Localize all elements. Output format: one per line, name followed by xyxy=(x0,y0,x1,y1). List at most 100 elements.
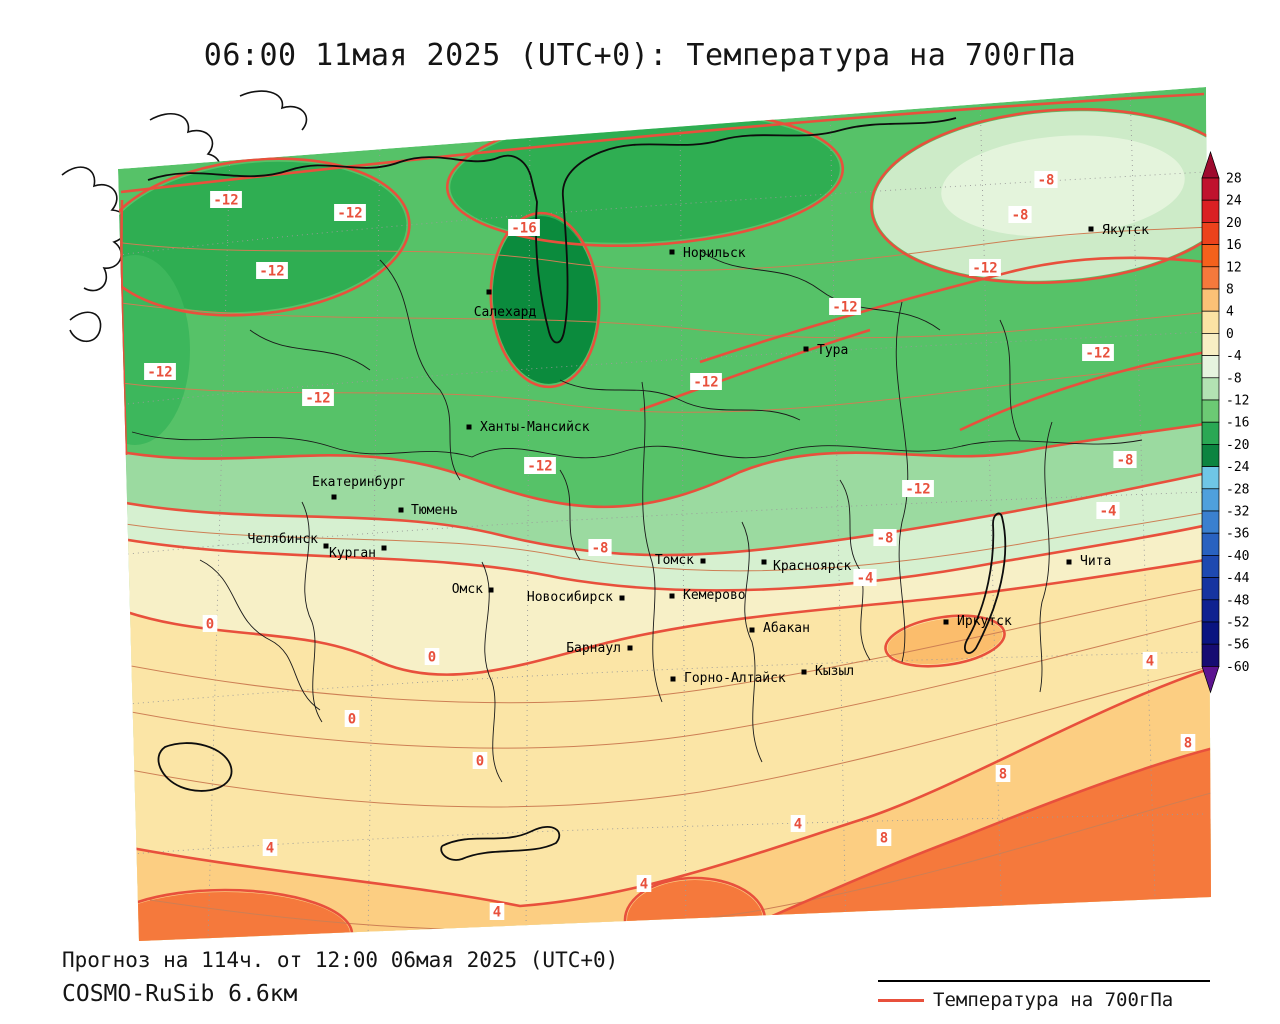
colorbar-tick-label: -60 xyxy=(1226,660,1249,675)
colorbar-tick-label: 12 xyxy=(1226,260,1242,275)
contour-label: -12 xyxy=(693,375,718,391)
colorbar-tick-label: -28 xyxy=(1226,482,1249,497)
contour-label: -12 xyxy=(527,459,552,475)
contour-label: -8 xyxy=(1038,173,1055,189)
colorbar-tick-label: -56 xyxy=(1226,638,1249,653)
city-marker xyxy=(1088,226,1094,232)
colorbar-cell xyxy=(1201,643,1220,667)
colorbar: 28 24 20 16 12 8 4 0 -4 -8 -12 -16 -20 -24 -28 -32 -36 -4… xyxy=(1201,150,1250,694)
contour-label-bg xyxy=(1180,734,1196,751)
contour-label-bg xyxy=(853,569,877,586)
contour-label-bg xyxy=(256,262,288,279)
colorbar-cell xyxy=(1201,244,1220,268)
city-label: Ханты-Мансийск xyxy=(480,420,590,435)
colorbar-cell xyxy=(1201,177,1220,201)
colorbar-cell xyxy=(1201,599,1220,623)
colorbar-cell xyxy=(1201,266,1220,290)
contour-label-bg xyxy=(508,219,540,236)
colorbar-cell xyxy=(1201,577,1220,601)
contour-label: -8 xyxy=(1117,453,1134,469)
contour-label-bg xyxy=(1008,206,1032,223)
contour-label-bg xyxy=(1113,451,1137,468)
city-label: Кемерово xyxy=(683,588,746,603)
patch-orange-near-irkutsk xyxy=(887,617,1003,665)
colorbar-tick-label: -12 xyxy=(1226,394,1249,409)
colorbar-cell xyxy=(1201,488,1220,512)
contour-label: -8 xyxy=(592,541,609,557)
city-label: Челябинск xyxy=(248,532,319,547)
contour-label: 4 xyxy=(493,905,501,921)
colorbar-tick-label: -44 xyxy=(1226,571,1250,586)
band-plus8-plus12-se xyxy=(690,744,1211,941)
colorbar-cell xyxy=(1201,510,1220,534)
contour-label-bg xyxy=(144,363,176,380)
city-label: Томск xyxy=(655,553,694,568)
contour-label: 4 xyxy=(794,817,802,833)
colorbar-tick-label: -40 xyxy=(1226,549,1249,564)
contour-label: -4 xyxy=(1100,504,1117,520)
city-marker xyxy=(1066,559,1072,565)
city-label: Горно-Алтайск xyxy=(684,671,786,686)
city-label: Курган xyxy=(329,546,376,561)
city-label: Якутск xyxy=(1102,223,1149,238)
city-marker xyxy=(323,543,329,549)
city-label: Чита xyxy=(1080,554,1111,569)
city-marker xyxy=(669,593,675,599)
contour-label: -12 xyxy=(1085,346,1110,362)
city-marker xyxy=(331,494,337,500)
contour-label: 4 xyxy=(1146,654,1154,670)
contour-label: 4 xyxy=(266,841,274,857)
contour-label-bg xyxy=(524,457,556,474)
colorbar-tick-label: 20 xyxy=(1226,216,1242,231)
colorbar-tick-label: -8 xyxy=(1226,371,1242,386)
city-marker xyxy=(381,545,387,551)
map-title: 06:00 11мая 2025 (UTC+0): Температура на… xyxy=(203,38,1077,73)
colorbar-tick-label: -32 xyxy=(1226,505,1249,520)
city-label: Норильск xyxy=(683,246,746,261)
city-marker xyxy=(803,346,809,352)
contour-label: 8 xyxy=(880,831,888,847)
city-marker xyxy=(700,558,706,564)
contour-label-bg xyxy=(1096,502,1120,519)
contour-label: -8 xyxy=(1012,208,1029,224)
patch-dark-green-nw xyxy=(118,161,407,313)
colorbar-cell xyxy=(1201,288,1220,312)
contour-label: -4 xyxy=(857,571,874,587)
patch-deep-orange-sw xyxy=(118,892,350,941)
model-domain xyxy=(118,87,1211,941)
colorbar-tick-label: -48 xyxy=(1226,593,1249,608)
admin-borders xyxy=(131,249,1143,783)
contour-label: -12 xyxy=(259,264,284,280)
contour-label: -12 xyxy=(147,365,172,381)
colorbar-tick-label: 24 xyxy=(1226,194,1242,209)
city-label: Тура xyxy=(817,343,848,358)
contour-label: 0 xyxy=(206,617,214,633)
city-label: Омск xyxy=(452,582,483,597)
forecast-info-text: Прогноз на 114ч. от 12:00 06мая 2025 (UT… xyxy=(62,948,619,972)
contour-label-bg xyxy=(790,815,806,832)
colorbar-cell xyxy=(1201,399,1220,423)
colorbar-tick-label: 4 xyxy=(1226,305,1234,320)
contour-label: -16 xyxy=(511,221,536,237)
contour-label: 8 xyxy=(1184,736,1192,752)
colorbar-tick-label: -24 xyxy=(1226,460,1250,475)
colorbar-tick-label: -20 xyxy=(1226,438,1249,453)
colorbar-cell xyxy=(1201,199,1220,223)
city-marker xyxy=(488,587,494,593)
contour-label-bg xyxy=(262,839,278,856)
colorbar-cell xyxy=(1201,466,1220,490)
contour-label: -8 xyxy=(877,531,894,547)
contour-label-bg xyxy=(588,539,612,556)
city-marker xyxy=(801,669,807,675)
contour-label-bg xyxy=(344,710,360,727)
model-info-text: COSMO-RuSib 6.6км xyxy=(62,981,298,1007)
contour-label: -12 xyxy=(213,193,238,209)
legend-contour-line-sample xyxy=(878,998,924,1002)
patch-paler-ne xyxy=(941,135,1185,237)
city-label: Екатеринбург xyxy=(312,475,406,490)
city-label: Красноярск xyxy=(773,559,851,574)
colorbar-cell xyxy=(1201,421,1220,445)
colorbar-tick-label: 28 xyxy=(1226,172,1242,187)
